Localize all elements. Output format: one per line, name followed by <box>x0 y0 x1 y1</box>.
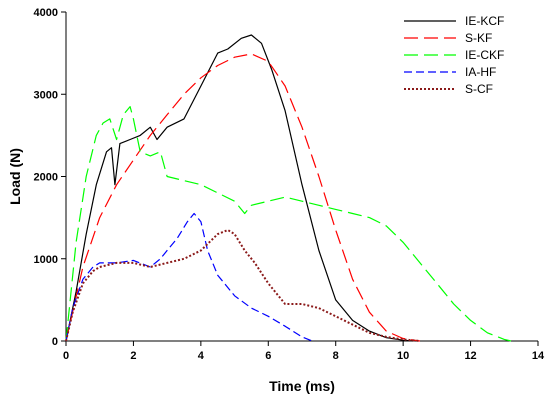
legend: IE-KCF S-KF IE-CKF IA-HF S-CF <box>404 14 504 96</box>
series-line-s-kf <box>65 53 421 342</box>
x-tick-label: 10 <box>397 350 409 362</box>
y-axis-title: Load (N) <box>7 148 23 205</box>
y-tick-label: 4000 <box>34 7 58 19</box>
x-tick-label: 6 <box>265 350 271 362</box>
legend-label: IE-CKF <box>465 48 504 62</box>
x-tick-label: 14 <box>532 350 545 362</box>
legend-label: S-CF <box>465 82 493 96</box>
x-tick-label: 4 <box>198 350 205 362</box>
y-axis: 0 1000 2000 3000 4000 <box>34 7 66 348</box>
y-tick-label: 2000 <box>34 172 58 184</box>
series-line-ie-kcf <box>65 34 414 342</box>
x-tick-label: 0 <box>63 350 69 362</box>
series-layer <box>65 34 512 342</box>
y-tick-label: 1000 <box>34 254 58 266</box>
x-axis: 0 2 4 6 8 10 12 14 <box>63 341 545 362</box>
y-tick-label: 3000 <box>34 89 58 101</box>
legend-label: S-KF <box>465 31 492 45</box>
x-tick-label: 12 <box>464 350 476 362</box>
series-line-s-cf <box>65 229 421 342</box>
legend-label: IE-KCF <box>465 14 504 28</box>
x-axis-title: Time (ms) <box>269 378 335 394</box>
series-line-ia-hf <box>65 212 313 342</box>
y-tick-label: 0 <box>52 336 58 348</box>
x-tick-label: 2 <box>130 350 136 362</box>
legend-label: IA-HF <box>465 65 496 79</box>
series-line-ie-ckf <box>65 106 512 342</box>
x-tick-label: 8 <box>333 350 339 362</box>
